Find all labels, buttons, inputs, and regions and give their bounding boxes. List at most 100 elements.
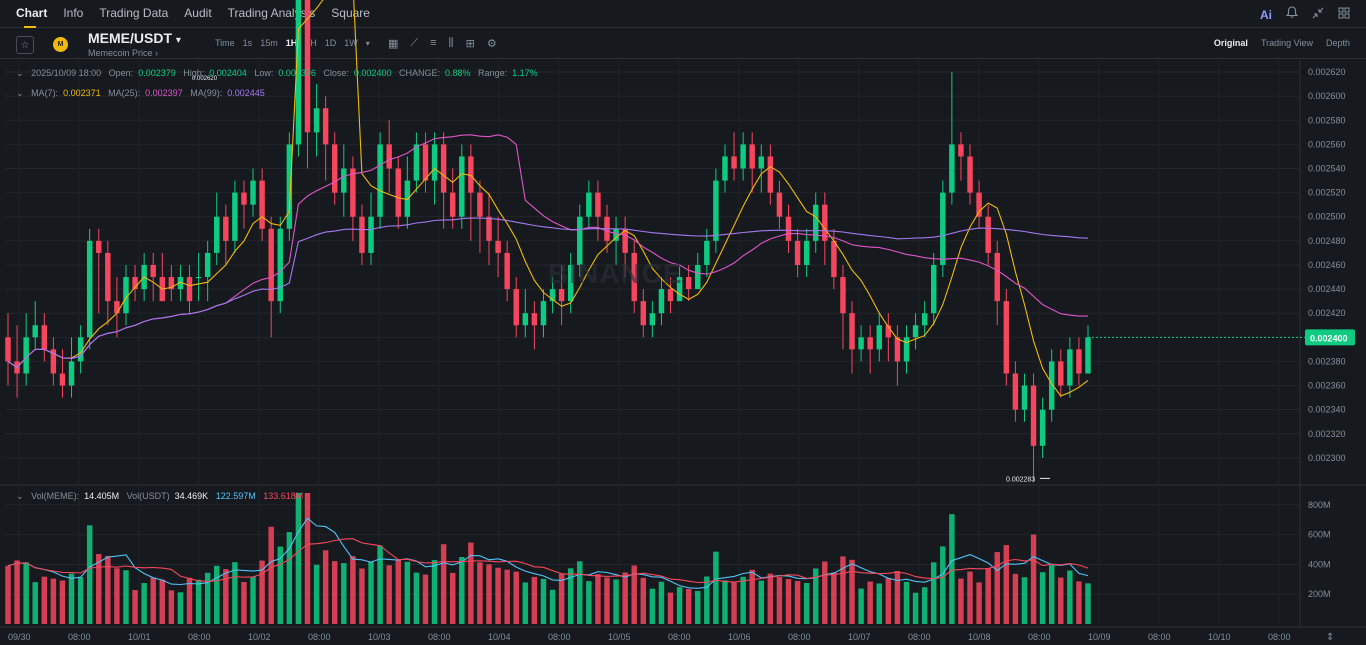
candle-body [522,313,529,326]
volume-bar [713,551,719,624]
tab-audit[interactable]: Audit [184,5,212,20]
tab-chart[interactable]: Chart [16,0,47,28]
time-tick-label: 08:00 [1028,632,1051,642]
ai-icon[interactable]: Ai [1260,7,1272,22]
candle-body [949,144,955,193]
candle-body [286,144,293,229]
candle-body [867,337,873,350]
time-tick-label: 08:00 [1148,632,1171,642]
ma7-value: 0.002371 [63,88,101,98]
tab-square[interactable]: Square [331,5,370,20]
volume-bar [1021,577,1028,624]
volume-bar [368,561,374,624]
candle-body [976,192,982,217]
candle-body [449,192,456,217]
grid-layout-icon[interactable] [1338,7,1350,23]
collapse-icon[interactable] [1312,7,1324,23]
candle-body [431,144,438,181]
favorite-star-icon[interactable]: ☆ [16,36,34,54]
interval-1s[interactable]: 1s [242,38,253,48]
layout-icon[interactable]: ⊞ [465,38,475,50]
candle-type-icon[interactable]: ⫼ [448,37,454,49]
volume-bar [241,582,247,624]
ma7-line [7,0,1089,397]
interval-1d[interactable]: 1D [324,38,337,48]
price-tick-label: 0.002560 [1308,139,1346,149]
interval-more-icon[interactable]: ▾ [365,38,370,48]
volume-bar [958,578,964,624]
volume-bar [667,592,674,624]
indicator-icon[interactable]: ⟋ [410,37,419,49]
settings-sliders-icon[interactable]: ≡ [430,37,437,49]
candle-body [1076,349,1082,374]
volume-bar [549,589,556,624]
tab-trading-analysis[interactable]: Trading Analysis [227,5,316,20]
volume-bar [422,574,429,624]
pair-subtitle-text: Memecoin Price [88,48,153,58]
candle-body [622,228,628,253]
axis-settings-icon[interactable]: ⇕ [1326,632,1334,643]
candle-body [195,277,202,279]
tab-trading-data[interactable]: Trading Data [99,5,169,20]
volume-bar [495,567,501,624]
bell-icon[interactable] [1285,6,1299,23]
candle-body [776,192,783,217]
candle-body [785,216,792,241]
candle-body [595,192,601,217]
legend-collapse-icon[interactable]: ⌄ [16,68,24,78]
volume-bar [994,552,1000,624]
candle-body [858,337,864,350]
interval-1w[interactable]: 1W [344,38,358,48]
interval-time[interactable]: Time [215,38,235,48]
volume-bar [704,576,710,624]
candle-body [1021,385,1028,410]
candle-body [350,168,356,217]
volume-bar [123,570,129,624]
candle-body [186,277,193,302]
pair-selector[interactable]: MEME/USDT ▾ [88,30,181,46]
candle-body [813,204,819,241]
volume-bar [976,582,982,624]
range-label: Range: [478,68,508,78]
interval-15m[interactable]: 15m [260,38,278,48]
volume-bar [204,572,211,624]
view-original[interactable]: Original [1213,38,1248,48]
candle-body [1003,301,1010,374]
candle-body [322,108,329,145]
gear-icon[interactable]: ⚙ [486,38,497,50]
view-depth[interactable]: Depth [1325,38,1350,48]
vol-collapse-icon[interactable]: ⌄ [16,491,24,501]
volume-bar [1058,577,1064,624]
candle-body [177,277,184,290]
volume-bar [504,569,510,624]
candle-body [23,337,29,374]
price-tick-label: 0.002600 [1308,91,1346,101]
candle-body [368,216,374,253]
candle-body [840,277,846,314]
candle-body [241,192,247,205]
candle-body [885,325,892,338]
volume-bar [758,580,764,624]
pair-subtitle[interactable]: Memecoin Price › [88,48,159,58]
calendar-icon[interactable]: ▦ [388,38,399,50]
high-value: 0.002404 [209,68,247,78]
ma99-value: 0.002445 [227,88,265,98]
interval-1h[interactable]: 1H [285,38,298,48]
volume-bar [858,588,864,624]
interval-4h[interactable]: 4H [305,38,317,48]
volume-bar [567,568,574,624]
candle-body [749,144,755,169]
time-tick-label: 10/09 [1088,632,1111,642]
view-trading-view[interactable]: Trading View [1260,38,1313,48]
price-tick-label: 0.002320 [1308,429,1346,439]
candle-body [250,180,256,205]
price-tick-label: 0.002420 [1308,308,1346,318]
time-tick-label: 08:00 [188,632,211,642]
volume-bar [141,583,147,624]
price-tick-label: 0.002480 [1308,236,1346,246]
chart-toolbar: ☆ M MEME/USDT ▾ Memecoin Price › Time 1s… [0,29,1366,59]
tab-info[interactable]: Info [63,5,84,20]
ma-collapse-icon[interactable]: ⌄ [16,88,24,98]
volume-bar [268,526,274,624]
